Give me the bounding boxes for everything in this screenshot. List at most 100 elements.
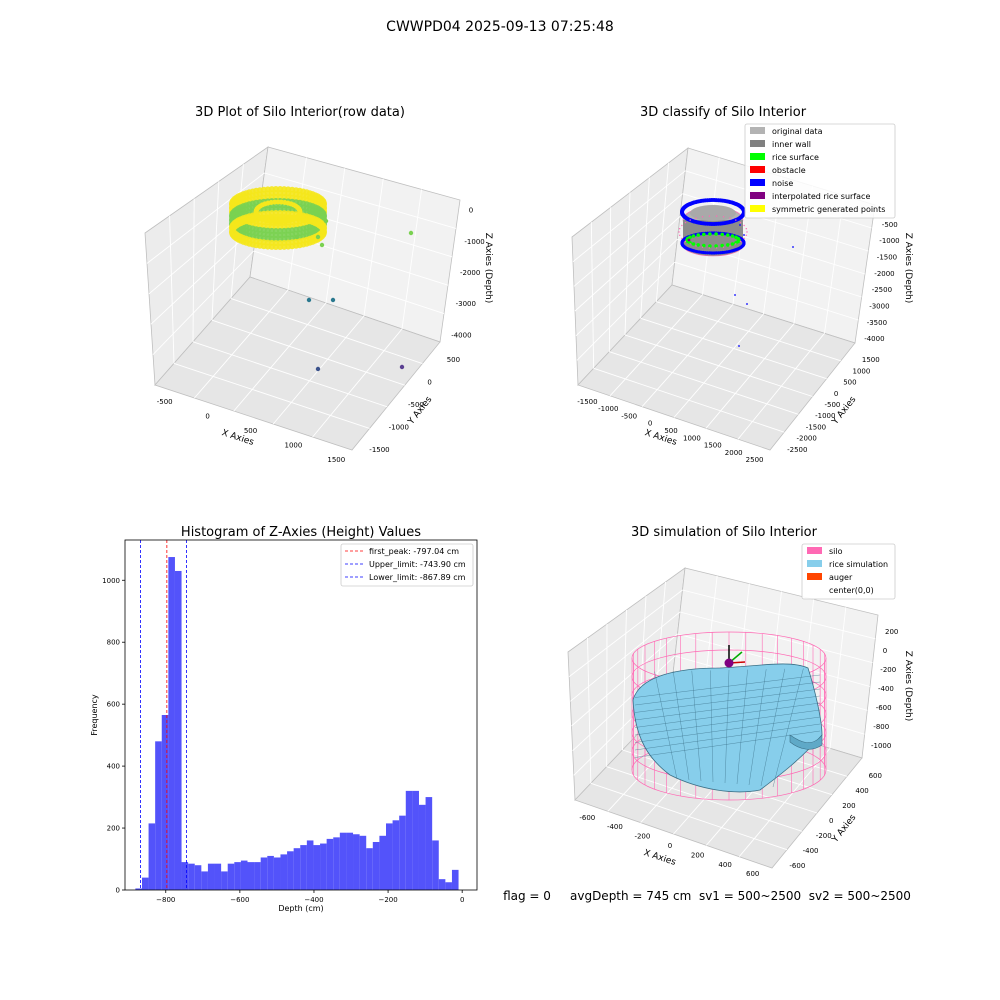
raw-point [294,234,300,240]
rice-surface-point [734,241,738,245]
interpolated-point [745,234,747,236]
panel4-x-tick: -200 [634,833,650,841]
panel1-y-tick: -1000 [389,423,409,431]
histogram-bar [326,838,334,890]
mesh-line [772,668,804,788]
panel2-class-points [678,198,794,347]
panel4-x-tick: -400 [607,823,623,831]
histogram-bar [280,854,288,890]
interpolated-point [695,217,697,219]
panel4-y-tick: -400 [803,847,819,855]
histogram-legend-entries: first_peak: -797.04 cm Upper_limit: -743.… [345,547,466,582]
rice-surface-point [730,234,735,238]
noise-point [746,303,748,305]
rice-surface-point [688,235,692,239]
mesh-line [634,716,821,743]
panel2-x-tick: 2500 [746,456,764,464]
panel1-z-tick: 0 [469,207,473,215]
panel3-title: Histogram of Z-Axies (Height) Values [181,525,421,540]
rice-surface-point [720,232,724,237]
grid-line [656,301,841,362]
rice-surface-point [708,244,712,248]
noise-point [742,240,746,244]
histogram-bar [353,834,360,890]
histogram-bar [155,741,162,890]
legend-label: first_peak: -797.04 cm [369,547,459,556]
interpolated-point [715,215,718,217]
panel2-x-tick: 500 [664,427,677,435]
mesh-line [654,671,678,780]
interpolated-point [739,221,742,224]
histogram-bar [372,841,380,890]
histogram-bar [392,820,400,890]
mesh-line [634,674,821,698]
panel1-stray-points [294,218,414,372]
histogram-bar [366,848,373,890]
panel1-y-tick: 0 [427,379,431,387]
legend-label: rice surface [772,153,819,162]
histogram-bar [168,557,175,890]
legend-swatch [807,547,822,554]
interpolated-point [679,228,681,230]
mesh-line [634,730,821,758]
interpolated-point [729,245,731,247]
interpolated-point [701,216,704,218]
histogram-bar [300,845,307,890]
noise-point [734,294,736,296]
interpolated-point [689,219,691,221]
histogram-x-tick-label: −200 [378,896,397,904]
panel4-z-tick: -800 [873,723,889,731]
panel4-z-tick: -400 [878,685,894,693]
raw-point [277,244,284,250]
mesh-line [634,723,821,751]
legend-label: silo [829,547,843,556]
panel4-x-tick: -600 [579,814,595,822]
interpolated-point [739,240,742,243]
noise-point [738,345,740,347]
panel4-zlabel: Z Axies (Depth) [903,651,913,722]
histogram-y-tick-label: 400 [107,763,120,771]
interpolated-point [722,246,725,248]
panel1-grid [146,157,457,438]
panel-simulation: 3D simulation of Silo Interior -600-400-… [567,525,913,878]
histogram-xlabel: Depth (cm) [278,904,323,913]
panel2-z-tick: -4000 [864,335,884,343]
mesh-line [634,688,821,713]
panel1-z-tick: -4000 [451,332,471,340]
panel1-silo-points [229,186,327,250]
histogram-bar [287,851,294,890]
panel2-x-tick: 1000 [683,434,701,442]
rice-simulation-fold [789,734,823,750]
interpolated-point [745,228,747,230]
grid-line [674,261,859,321]
mesh-line [634,702,821,728]
histogram-bar [214,863,222,890]
panel2-x-tick: 2000 [725,449,743,457]
legend-label: obstacle [772,166,806,175]
panel4-legend-entries: silo rice simulation auger center(0,0) [807,547,888,595]
figure-suptitle: CWWPD04 2025-09-13 07:25:48 [386,19,614,35]
panel1-z-tick: -3000 [456,300,476,308]
interpolated-point [722,216,725,218]
grid-line [211,319,405,386]
panel2-silo-points [682,205,744,257]
interpolated-point [746,231,748,233]
raw-point [320,227,327,234]
histogram-bar [412,790,419,890]
grid-line [312,328,403,438]
panel2-y-tick: -1500 [806,423,826,431]
histogram-bar [379,835,386,890]
panel1-y-tick: -500 [408,401,424,409]
interpolated-point [684,240,687,243]
legend-swatch [807,573,822,580]
histogram-bar [339,832,347,890]
histogram-bar [313,845,321,890]
panel1-x-tick: 1000 [284,442,302,450]
panel4-z-tick: -600 [876,704,892,712]
legend-label: interpolated rice surface [772,192,870,201]
histogram-bar [240,860,248,890]
histogram-bar [418,804,426,890]
panel1-x-tick: 0 [205,413,209,421]
